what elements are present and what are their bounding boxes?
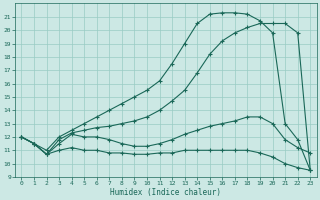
X-axis label: Humidex (Indice chaleur): Humidex (Indice chaleur) [110,188,221,197]
